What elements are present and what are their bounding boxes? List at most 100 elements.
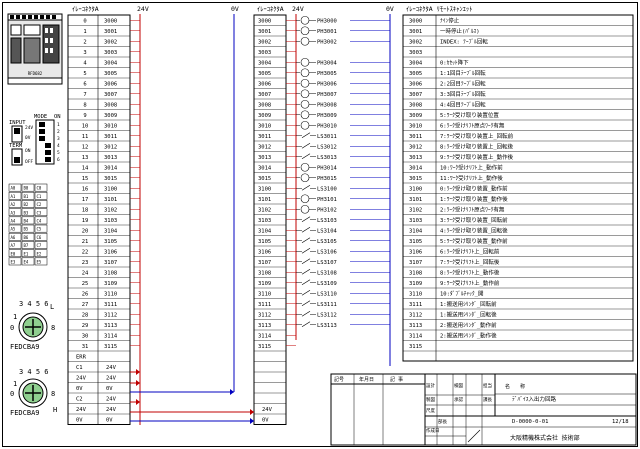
grid-cell-label: B5	[24, 227, 29, 232]
left-row-index: 17	[82, 197, 89, 203]
grid-cell-label: E4	[24, 260, 29, 265]
left-row-index: 4	[83, 61, 87, 67]
left-row-code: 3112	[104, 313, 117, 319]
dip-number: 3	[57, 136, 60, 142]
left-row-index: 10	[82, 124, 89, 130]
right-row-code: 3106	[409, 250, 422, 256]
grid-cell	[8, 257, 22, 266]
right-row-desc: 5:ﾜｰｸ受け取り装置位置	[440, 111, 499, 119]
dial1-left2-digit: 0	[10, 324, 14, 332]
mid-row-code: 3109	[258, 281, 271, 287]
left-extra-value: 24V	[106, 376, 117, 382]
right-row-code: 3003	[409, 50, 422, 56]
right-row-desc: 7:ﾜｰｸ受けﾘﾌﾄ上_回転後	[440, 258, 500, 266]
left-extra-value: 0V	[106, 418, 113, 424]
grid-cell-label: E5	[37, 260, 42, 265]
tb-kachou: 課長	[483, 396, 492, 403]
dial2-top-digits: 3 4 5 6	[19, 368, 49, 376]
grid-cell	[34, 216, 48, 225]
grid-cell	[21, 191, 35, 200]
left-row-code: 3102	[104, 208, 117, 214]
mid-row-code: 3108	[258, 271, 271, 277]
left-row-index: 18	[82, 208, 89, 214]
ls-contact	[301, 247, 311, 254]
grid-cell	[21, 241, 35, 249]
grid-cell	[34, 200, 48, 208]
device-label: PH3009	[317, 113, 337, 119]
left-row-index: 0	[83, 19, 86, 25]
right-row-code: 3107	[409, 260, 422, 266]
dip-number: 1	[57, 122, 60, 128]
left-table-header: ｲﾚｰｺﾈｸﾀA	[72, 5, 99, 13]
left-row-index: 12	[82, 145, 89, 151]
right-row-desc: 11:ﾜｰｸ受けﾘﾌﾄ上_動作後	[440, 174, 503, 182]
rail-24v-left-label: 24V	[137, 5, 149, 13]
left-row-index: 3	[83, 50, 86, 56]
left-row-index: 19	[82, 218, 89, 224]
right-row-code: 3007	[409, 92, 422, 98]
right-row-code: 3008	[409, 103, 422, 109]
device-label: LS3104	[317, 228, 338, 234]
right-row-code: 3105	[409, 239, 422, 245]
grid-cell-label: E2	[37, 251, 42, 256]
right-row-code: 3109	[409, 281, 422, 287]
mid-row-code: 3013	[258, 155, 271, 161]
left-row-index: 15	[82, 176, 89, 182]
left-row-code: 3006	[104, 82, 117, 88]
photo-sensor	[300, 26, 310, 36]
device-label: LS3106	[317, 249, 337, 255]
left-extra-value: 24V	[106, 365, 117, 371]
mid-row-code: 3010	[258, 124, 271, 130]
device-label: PH3008	[317, 102, 337, 108]
grid-cell-label: C1	[37, 194, 42, 199]
left-row-code: 3003	[104, 50, 117, 56]
left-row-code: 3101	[104, 197, 117, 203]
ls-contact	[301, 226, 311, 233]
right-row-code: 3108	[409, 271, 422, 277]
ls-contact	[301, 153, 311, 160]
photo-sensor	[300, 68, 310, 78]
tb-shounin: 承認	[454, 396, 463, 403]
mid-row-code: 3101	[258, 197, 271, 203]
photo-sensor	[300, 173, 310, 183]
left-row-index: 20	[82, 229, 89, 235]
rail-24v-right-label: 24V	[292, 5, 304, 13]
right-row-desc: 2:搬送用ｼﾘﾝﾀﾞ_動作前	[440, 321, 497, 329]
right-row-desc: 5:ﾜｰｸ受け取り装置_動作前	[440, 237, 508, 245]
left-row-index: 23	[82, 260, 89, 266]
mid-row-code: 3106	[258, 250, 271, 256]
device-label: LS3011	[317, 134, 337, 140]
left-row-code: 3104	[104, 229, 118, 235]
io-description-table: 3000 ﾅｲﾝ停止 3001 一時停止(ﾊﾟﾙｽ) 3002 INDEX: ﾃｰﾌﾞﾙ回…	[402, 14, 634, 362]
right-row-desc: 2:ﾜｰｸ受けﾘﾌﾄ原点ﾜｰｸ有無	[440, 206, 505, 214]
tb-col-note: 記 事	[390, 376, 403, 383]
left-row-index: 22	[82, 250, 89, 256]
right-row-desc: 1:ﾜｰｸ受け取り装置_動作後	[440, 195, 508, 203]
dial1-left-digit: 1	[13, 313, 17, 321]
left-extra-value: 24V	[106, 397, 117, 403]
grid-cell	[34, 249, 48, 258]
right-row-code: 3013	[409, 155, 422, 161]
ls-contact	[301, 268, 311, 275]
grid-cell	[21, 200, 35, 208]
right-row-code: 3014	[409, 166, 423, 172]
grid-cell	[21, 216, 35, 225]
left-row-index: 25	[82, 281, 89, 287]
grid-cell	[21, 208, 35, 217]
right-row-desc: 1:搬送用ｼﾘﾝﾀﾞ_回転前	[440, 300, 497, 308]
dip-number: 6	[57, 157, 60, 163]
photo-sensor	[300, 194, 310, 204]
mid-terminal-table: 3000 3001 3002 3003 3004 3005 3006 3007 3008 3009…	[253, 14, 296, 425]
right-row-desc: 0:ｶｾｯﾄ降下	[440, 59, 469, 67]
dial2-bottom-digits: FEDCBA9	[10, 409, 40, 417]
grid-cell-label: A5	[11, 227, 16, 232]
device-label: LS3110	[317, 291, 337, 297]
device-label: PH3004	[317, 60, 338, 66]
ls-contact	[301, 237, 311, 244]
left-extra-label: 0V	[76, 386, 83, 392]
right-row-code: 3102	[409, 208, 422, 214]
photo-sensor	[300, 204, 310, 214]
grid-cell-label: C3	[37, 210, 42, 215]
term-label: TERM	[9, 143, 23, 149]
grid-cell	[8, 208, 22, 217]
